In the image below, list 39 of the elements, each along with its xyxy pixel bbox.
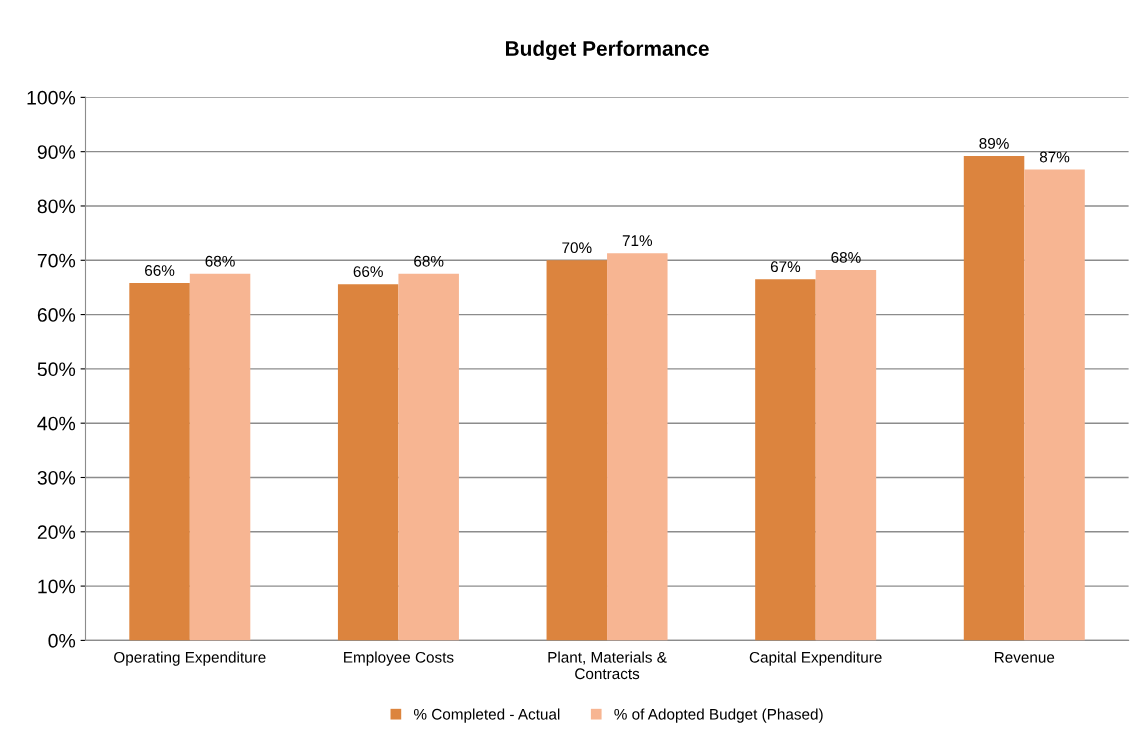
chart-title: Budget Performance <box>506 40 709 61</box>
bar <box>1024 169 1085 641</box>
x-tick-label: Capital Expenditure <box>749 651 882 666</box>
x-tick-label: Plant, Materials & Contracts <box>548 651 667 680</box>
bar <box>189 273 251 641</box>
data-label: 87% <box>1039 151 1070 163</box>
y-tick-label: 60% <box>37 308 76 322</box>
bar <box>337 284 399 641</box>
data-label: 71% <box>622 235 653 246</box>
data-label: 70% <box>562 242 592 254</box>
bar <box>815 270 877 641</box>
bar <box>607 253 668 641</box>
legend-label: % Completed - Actual <box>413 708 560 723</box>
data-label: 66% <box>353 266 383 277</box>
y-tick-label: 100% <box>27 90 76 105</box>
x-tick-label: Employee Costs <box>344 651 454 666</box>
bar <box>398 273 459 641</box>
data-label: 68% <box>831 252 861 263</box>
bar <box>963 156 1025 641</box>
y-tick-label: 10% <box>38 579 76 594</box>
data-label: 67% <box>770 261 801 273</box>
y-tick-label: 40% <box>37 416 76 431</box>
x-tick-label: Revenue <box>994 652 1055 663</box>
bar <box>129 283 190 641</box>
data-label: 89% <box>979 138 1009 149</box>
data-label: 68% <box>205 255 235 267</box>
y-tick-label: 90% <box>37 145 76 159</box>
bar <box>546 260 608 641</box>
y-tick-label: 80% <box>37 199 76 214</box>
y-tick-label: 0% <box>48 633 76 648</box>
legend-label: % of Adopted Budget (Phased) <box>614 708 823 723</box>
y-tick-label: 70% <box>37 253 76 268</box>
y-tick-label: 30% <box>37 470 76 485</box>
data-label: 66% <box>145 265 175 276</box>
bar <box>755 279 816 641</box>
x-tick-label: Operating Expenditure <box>114 651 266 666</box>
y-tick-label: 20% <box>37 525 76 540</box>
data-label: 68% <box>414 255 444 267</box>
y-tick-label: 50% <box>37 362 76 377</box>
